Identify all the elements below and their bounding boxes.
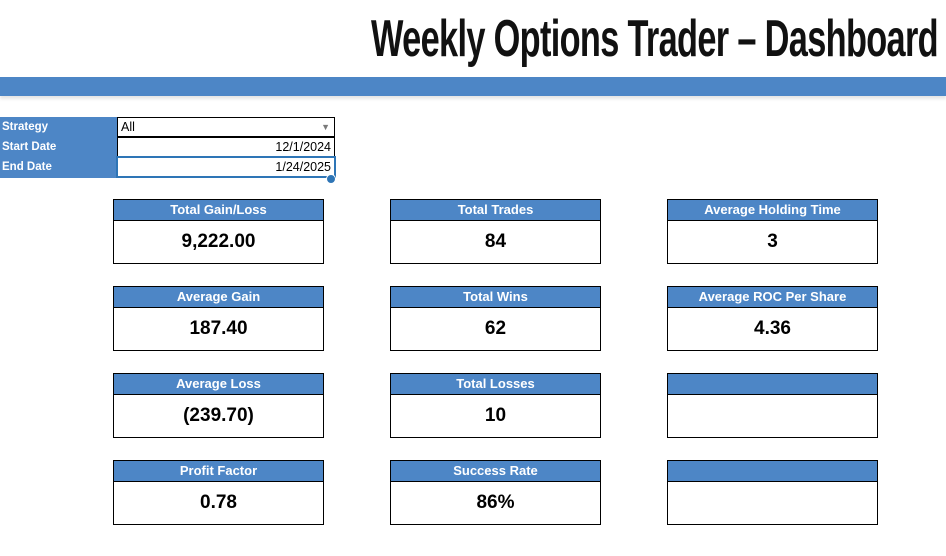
- metric-card-value: 62: [484, 318, 507, 339]
- metric-card: Total Losses 10: [390, 373, 601, 438]
- metric-card: Average ROC Per Share 4.36: [667, 286, 878, 351]
- metric-card-value: 9,222.00: [181, 231, 256, 252]
- metric-card-value: 4.36: [754, 318, 791, 339]
- metric-card-header: [668, 461, 877, 482]
- metric-card-header: Average Loss: [114, 374, 323, 395]
- chevron-down-icon[interactable]: ▼: [321, 122, 330, 132]
- filter-panel: Strategy Start Date End Date: [0, 117, 117, 178]
- start-date-cell[interactable]: 12/1/2024: [117, 137, 335, 157]
- metric-card-value: 0.78: [200, 492, 237, 513]
- page-title: Weekly Options Trader – Dashboard: [371, 10, 939, 68]
- accent-bar: [0, 77, 946, 96]
- metric-card-header: Average Gain: [114, 287, 323, 308]
- metric-card-header: Total Losses: [391, 374, 600, 395]
- metric-card-header: Total Gain/Loss: [114, 200, 323, 221]
- metric-card-value: 10: [484, 405, 507, 426]
- metric-card-value: (239.70): [183, 405, 254, 426]
- metric-card: Success Rate 86%: [390, 460, 601, 525]
- metric-card-value: [668, 482, 877, 524]
- metric-card-header: Total Trades: [391, 200, 600, 221]
- metric-card-value: [668, 395, 877, 437]
- metric-card: Average Gain 187.40: [113, 286, 324, 351]
- metric-card-header: [668, 374, 877, 395]
- strategy-dropdown[interactable]: All ▼: [117, 117, 335, 137]
- metric-card-header: Success Rate: [391, 461, 600, 482]
- metric-card: Total Gain/Loss 9,222.00: [113, 199, 324, 264]
- metric-card-header: Profit Factor: [114, 461, 323, 482]
- end-date-cell[interactable]: 1/24/2025: [116, 156, 336, 178]
- metric-card: Average Holding Time 3: [667, 199, 878, 264]
- strategy-dropdown-value: All: [121, 120, 135, 134]
- cell-fill-handle[interactable]: [326, 174, 336, 184]
- metric-card-value: 187.40: [189, 318, 248, 339]
- metric-cards-grid: Total Gain/Loss 9,222.00 Total Trades 84…: [113, 199, 878, 525]
- metric-card: Average Loss (239.70): [113, 373, 324, 438]
- metric-card: Total Trades 84: [390, 199, 601, 264]
- metric-card: [667, 460, 878, 525]
- metric-card: Profit Factor 0.78: [113, 460, 324, 525]
- end-date-label: End Date: [2, 161, 52, 173]
- start-date-label: Start Date: [2, 141, 57, 153]
- metric-card: [667, 373, 878, 438]
- metric-card-header: Average Holding Time: [668, 200, 877, 221]
- metric-card-header: Total Wins: [391, 287, 600, 308]
- metric-card-value: 3: [767, 231, 778, 252]
- metric-card: Total Wins 62: [390, 286, 601, 351]
- metric-card-value: 86%: [476, 492, 515, 513]
- metric-card-header: Average ROC Per Share: [668, 287, 877, 308]
- strategy-label: Strategy: [2, 121, 49, 133]
- metric-card-value: 84: [484, 231, 507, 252]
